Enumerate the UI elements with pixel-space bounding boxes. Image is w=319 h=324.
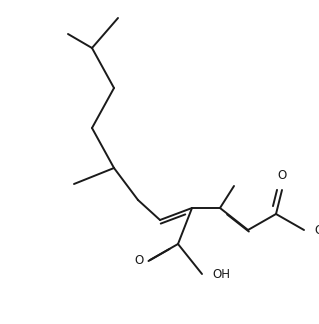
Text: OH: OH <box>212 268 230 281</box>
Text: OH: OH <box>314 224 319 237</box>
Text: O: O <box>278 169 287 182</box>
Text: O: O <box>135 253 144 267</box>
